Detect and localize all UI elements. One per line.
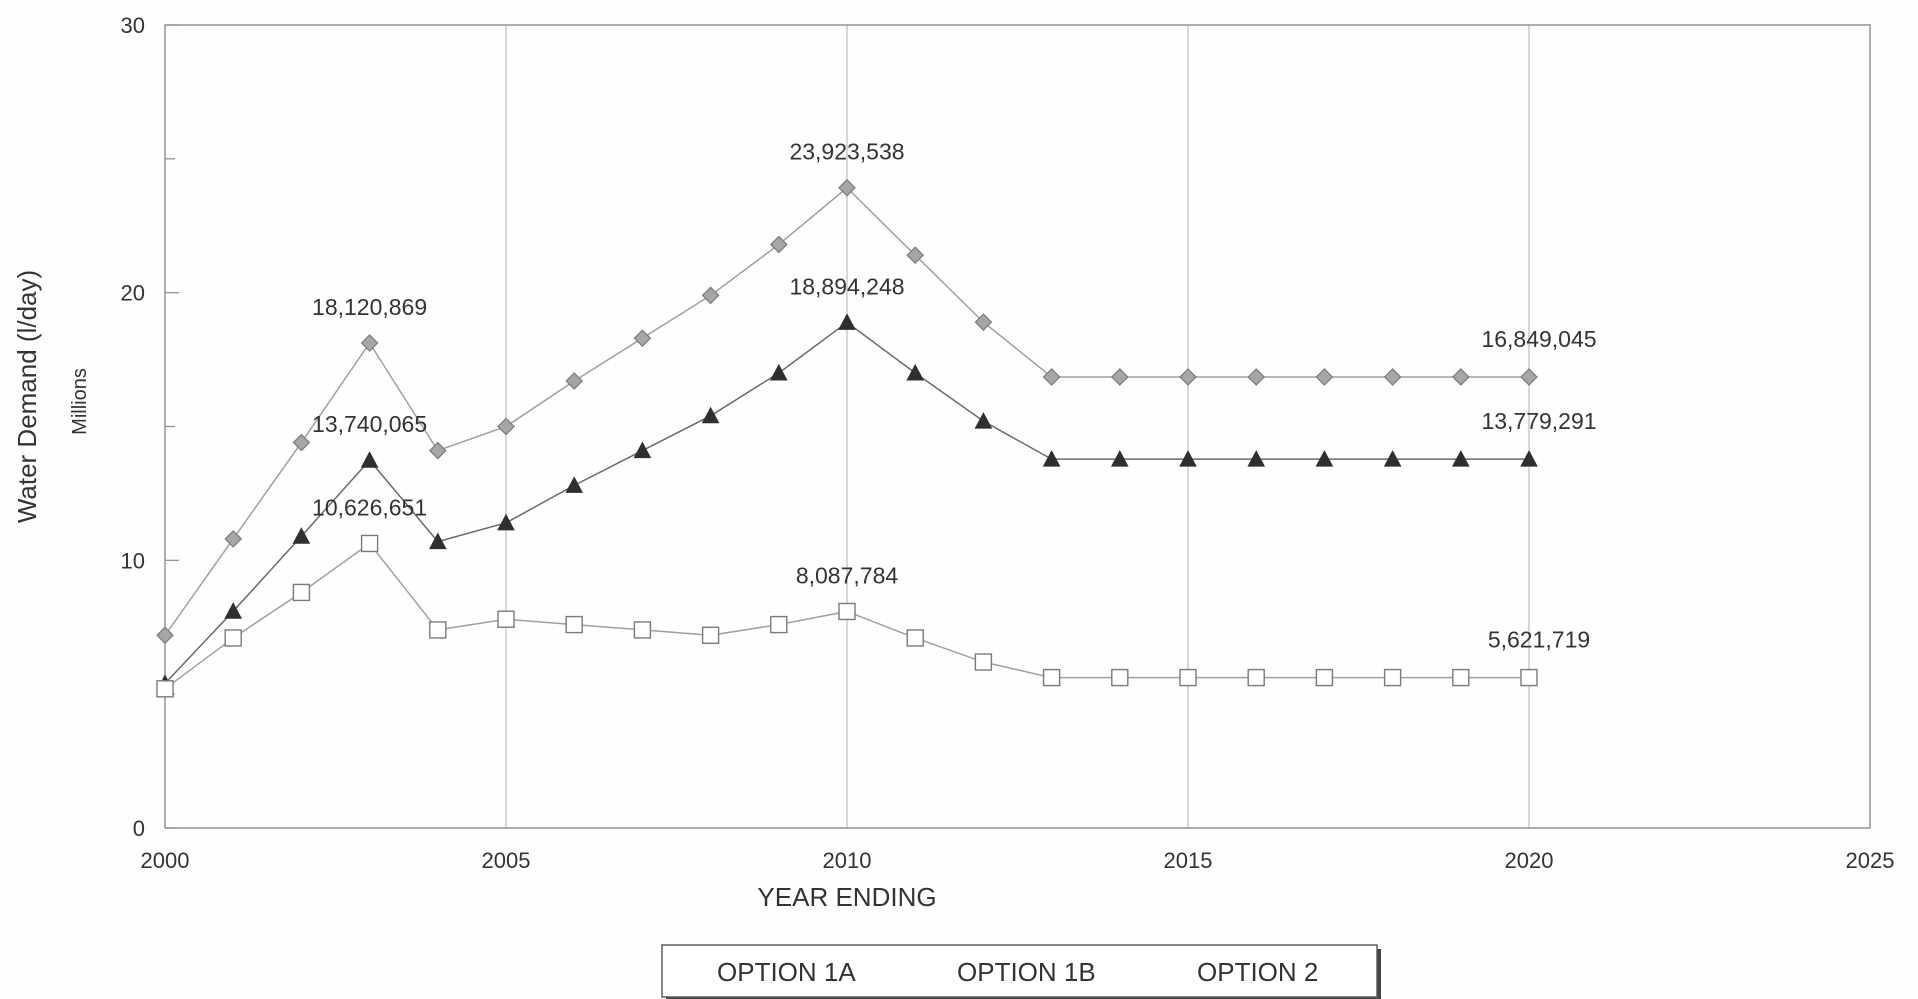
data-point-square <box>1315 668 1334 687</box>
data-point-square <box>156 680 174 698</box>
data-point-square <box>633 621 652 639</box>
axis-titles: YEAR ENDING Water Demand (l/day) Millions <box>12 270 937 912</box>
data-point-triangle <box>838 313 856 330</box>
data-point-diamond <box>1179 368 1197 386</box>
data-point-square <box>1111 668 1129 687</box>
data-point-diamond <box>974 313 993 331</box>
data-point-diamond <box>292 433 311 452</box>
x-tick-label: 2025 <box>1846 848 1895 873</box>
x-tick-label: 2010 <box>823 848 872 873</box>
data-point-square <box>974 653 993 671</box>
data-point-diamond <box>1520 368 1538 386</box>
data-point-diamond <box>769 235 788 254</box>
data-point-diamond <box>360 334 379 352</box>
data-point-square <box>360 534 379 553</box>
y-axis-title: Water Demand (l/day) <box>12 270 42 523</box>
data-point-square <box>224 629 242 647</box>
data-point-diamond <box>1042 368 1061 386</box>
data-point-triangle <box>1383 450 1402 467</box>
data-point-triangle <box>1247 450 1266 467</box>
data-point-square <box>906 629 924 647</box>
legend-label: OPTION 2 <box>1197 957 1318 987</box>
data-point-square <box>1452 668 1470 687</box>
data-point-triangle <box>769 363 788 381</box>
data-label: 8,087,784 <box>796 562 899 588</box>
data-point-diamond <box>428 441 447 460</box>
data-point-diamond <box>497 417 515 436</box>
data-point-square <box>292 583 311 602</box>
data-label: 13,740,065 <box>312 411 427 437</box>
data-point-triangle <box>633 441 652 459</box>
data-point-square <box>1520 668 1538 687</box>
data-point-diamond <box>224 530 243 548</box>
data-point-triangle <box>1110 450 1129 467</box>
data-point-diamond <box>701 286 720 305</box>
y-tick-label: 10 <box>121 548 145 573</box>
data-point-square <box>701 626 720 644</box>
data-point-diamond <box>156 626 174 645</box>
data-point-square <box>770 615 788 634</box>
y-tick-label: 0 <box>133 816 145 841</box>
data-point-diamond <box>1315 368 1334 386</box>
data-point-diamond <box>633 329 652 348</box>
data-point-triangle <box>1315 450 1334 467</box>
x-tick-label: 2015 <box>1164 848 1213 873</box>
data-point-diamond <box>838 178 856 197</box>
data-point-triangle <box>701 406 720 424</box>
data-point-square <box>838 602 856 621</box>
data-point-triangle <box>1042 450 1061 467</box>
y-tick-label: 30 <box>121 13 145 38</box>
data-point-triangle <box>428 532 447 550</box>
y-axis-unit: Millions <box>69 368 91 435</box>
data-point-triangle <box>224 602 243 619</box>
data-label: 23,923,538 <box>789 139 904 165</box>
legend-label: OPTION 1A <box>717 957 856 987</box>
data-point-triangle <box>497 513 515 531</box>
data-point-triangle <box>360 451 379 468</box>
data-point-triangle <box>906 363 925 381</box>
data-point-square <box>1247 668 1265 687</box>
data-annotations: 18,120,869 23,923,538 16,849,045 13,740,065… <box>312 139 1597 653</box>
data-point-square <box>497 610 515 628</box>
data-point-square <box>1383 668 1402 687</box>
data-point-diamond <box>906 246 925 265</box>
data-point-square <box>565 615 583 634</box>
gridlines <box>505 25 1530 828</box>
data-point-triangle <box>565 476 584 493</box>
data-point-diamond <box>1383 368 1402 386</box>
legend-label: OPTION 1B <box>957 957 1096 987</box>
data-label: 10,626,651 <box>312 494 427 520</box>
x-tick-label: 2020 <box>1505 848 1554 873</box>
legend: OPTION 1A OPTION 1B OPTION 2 <box>661 944 1381 999</box>
x-axis-title: YEAR ENDING <box>757 882 936 912</box>
y-tick-label: 20 <box>121 281 145 306</box>
data-point-square <box>1042 668 1061 687</box>
data-point-diamond <box>1110 368 1129 386</box>
data-point-square <box>1179 668 1197 687</box>
data-label: 5,621,719 <box>1488 627 1590 653</box>
data-label: 16,849,045 <box>1481 326 1596 352</box>
data-point-diamond <box>1247 368 1266 386</box>
data-point-triangle <box>1451 450 1470 467</box>
x-tick-label: 2000 <box>141 848 190 873</box>
axes: 2000 2005 2010 2015 2020 2025 0 10 20 30 <box>121 13 1895 873</box>
data-point-square <box>429 621 447 639</box>
data-point-triangle <box>292 527 311 544</box>
data-point-triangle <box>1179 450 1197 467</box>
data-label: 18,120,869 <box>312 294 427 320</box>
data-point-triangle <box>1520 450 1538 467</box>
x-tick-label: 2005 <box>482 848 531 873</box>
data-point-diamond <box>1451 368 1470 386</box>
data-label: 18,894,248 <box>789 273 904 299</box>
data-point-diamond <box>565 372 584 390</box>
legend-box <box>661 944 1378 998</box>
data-label: 13,779,291 <box>1481 408 1596 434</box>
data-point-triangle <box>974 412 993 429</box>
